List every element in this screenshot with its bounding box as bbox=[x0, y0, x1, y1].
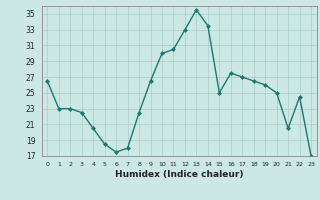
X-axis label: Humidex (Indice chaleur): Humidex (Indice chaleur) bbox=[115, 170, 244, 179]
